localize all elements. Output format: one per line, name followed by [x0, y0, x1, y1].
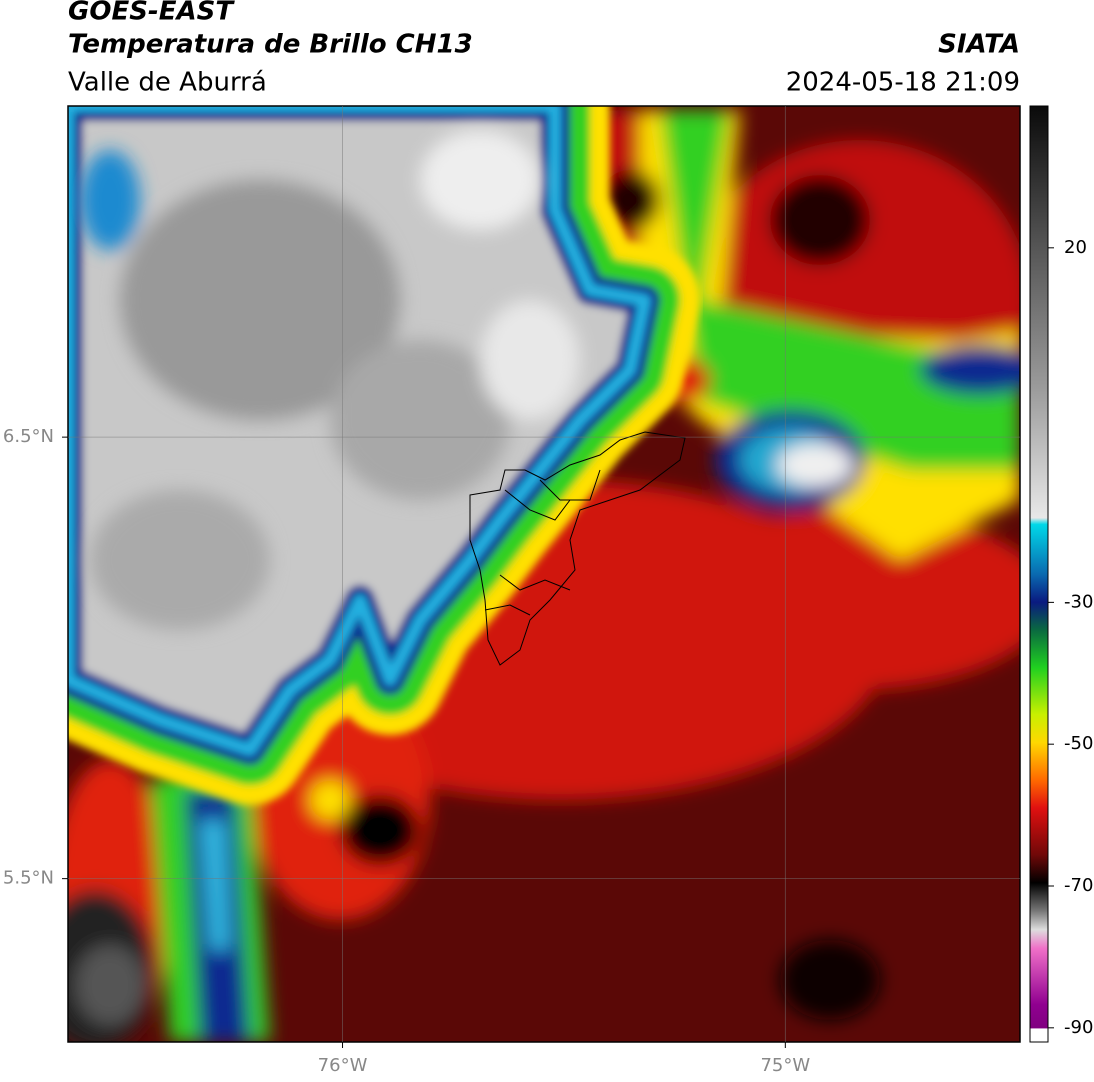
colorbar [1029, 105, 1049, 1043]
x-tick-label: 75°W [760, 1055, 810, 1076]
colorbar-tick-label: -70 [1064, 875, 1093, 896]
y-tick-label: 6.5°N [3, 426, 54, 447]
source: SIATA [938, 30, 1020, 60]
colorbar-tick-label: 20 [1064, 237, 1087, 258]
map-frame [67, 105, 1021, 1043]
satellite-image [68, 106, 1020, 1042]
colorbar-tick-label: -90 [1064, 1017, 1093, 1038]
x-tick-label: 76°W [318, 1055, 368, 1076]
y-tick-label: 5.5°N [3, 868, 54, 889]
colorbar-tick-label: -50 [1064, 733, 1093, 754]
title: GOES-EAST [68, 0, 235, 27]
subtitle: Temperatura de Brillo CH13 [68, 30, 473, 60]
datetime: 2024-05-18 21:09 [786, 68, 1020, 98]
valley-boundary [469, 431, 686, 666]
region: Valle de Aburrá [68, 68, 267, 98]
colorbar-tick-label: -30 [1064, 591, 1093, 612]
